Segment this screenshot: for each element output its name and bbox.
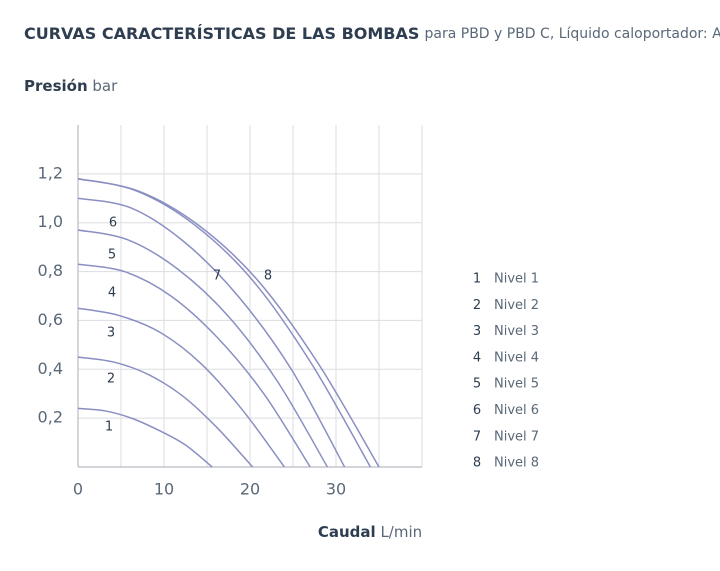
- y-tick-label: 0,8: [38, 261, 63, 280]
- x-axis-label: Caudal L/min: [318, 523, 422, 541]
- pump-curve: [77, 407, 213, 468]
- legend-number: 3: [473, 324, 481, 339]
- y-axis-label: Presión bar: [24, 77, 118, 95]
- legend-number: 2: [473, 298, 481, 313]
- x-tick-label: 10: [154, 480, 174, 499]
- pump-curve: [77, 263, 311, 468]
- curve-label: 1: [105, 420, 113, 435]
- legend-label: Nivel 6: [494, 403, 539, 418]
- pump-curve: [77, 307, 286, 468]
- pump-curve: [77, 229, 329, 468]
- y-label: Presión: [24, 77, 88, 95]
- curve-label: 3: [107, 326, 115, 341]
- pump-curve: [77, 197, 346, 468]
- curve-label: 8: [264, 269, 272, 284]
- legend-label: Nivel 2: [494, 298, 539, 313]
- legend-label: Nivel 1: [494, 272, 539, 287]
- curve-label: 6: [109, 216, 117, 231]
- legend-number: 6: [473, 403, 481, 418]
- legend-number: 7: [473, 429, 481, 444]
- curve-label: 4: [108, 286, 116, 301]
- curve-label: 5: [108, 248, 116, 263]
- legend-number: 8: [473, 456, 481, 471]
- legend-label: Nivel 8: [494, 456, 539, 471]
- x-tick-label: 20: [240, 480, 260, 499]
- x-tick-label: 0: [73, 480, 83, 499]
- legend-label: Nivel 3: [494, 324, 539, 339]
- y-tick-label: 1,0: [38, 212, 63, 231]
- legend-number: 5: [473, 377, 481, 392]
- legend-label: Nivel 4: [494, 350, 539, 365]
- y-tick-label: 0,6: [38, 310, 63, 329]
- legend-label: Nivel 7: [494, 429, 539, 444]
- y-tick-label: 0,2: [38, 408, 63, 427]
- y-unit: bar: [92, 77, 118, 95]
- x-unit: L/min: [380, 523, 422, 541]
- chart-heading: CURVAS CARACTERÍSTICAS DE LAS BOMBAS par…: [24, 24, 720, 43]
- x-tick-label: 30: [326, 480, 346, 499]
- chart-subtitle: para PBD y PBD C, Líquido caloportador: …: [425, 26, 720, 42]
- curve-label: 2: [107, 372, 115, 387]
- legend-label: Nivel 5: [494, 377, 539, 392]
- x-label: Caudal: [318, 523, 376, 541]
- y-tick-label: 1,2: [38, 163, 63, 182]
- chart-title: CURVAS CARACTERÍSTICAS DE LAS BOMBAS: [24, 24, 419, 43]
- curve-label: 7: [213, 269, 221, 284]
- legend-number: 4: [473, 350, 481, 365]
- pump-curve: [77, 356, 254, 468]
- pump-curve: [77, 178, 380, 468]
- legend-number: 1: [473, 272, 481, 287]
- y-tick-label: 0,4: [38, 359, 63, 378]
- pump-curve: [77, 178, 372, 468]
